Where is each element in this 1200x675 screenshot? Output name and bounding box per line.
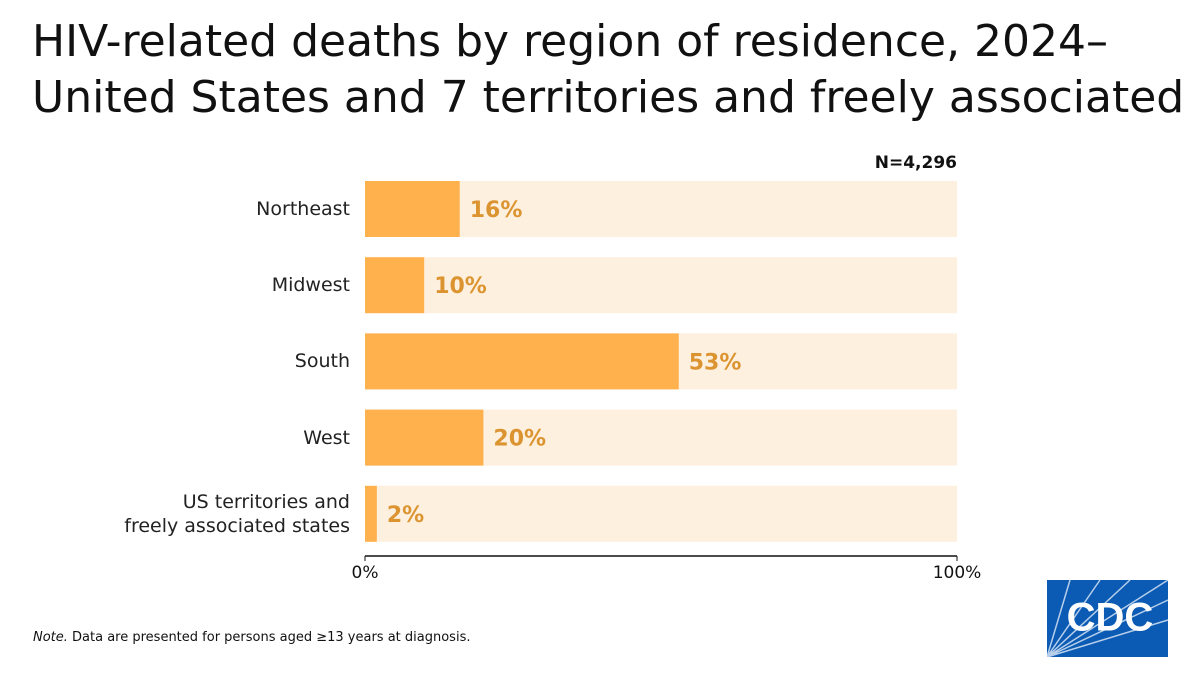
- x-tick-label: 100%: [933, 563, 982, 583]
- cdc-logo: CDC: [1046, 579, 1169, 658]
- bar: [365, 257, 425, 314]
- value-label: 20%: [493, 427, 546, 452]
- value-label: 2%: [387, 503, 424, 528]
- bar: [365, 485, 377, 542]
- value-label: 10%: [434, 274, 487, 299]
- note: Note. Data are presented for persons age…: [33, 630, 470, 645]
- bar-track: [365, 485, 957, 542]
- category-label: US territories and freely associated sta…: [124, 490, 350, 537]
- category-label: West: [303, 426, 350, 449]
- logo-text: CDC: [1067, 596, 1154, 640]
- bar: [365, 333, 679, 390]
- logo-rays: [1046, 579, 1169, 658]
- category-label: South: [294, 350, 350, 373]
- note-text: Data are presented for persons aged ≥13 …: [67, 630, 471, 645]
- x-tick-label: 0%: [352, 563, 379, 583]
- bar-track: [365, 181, 957, 237]
- note-lead: Note.: [33, 630, 68, 645]
- category-label: Midwest: [271, 274, 350, 297]
- chart-title: HIV-related deaths by region of residenc…: [32, 16, 1185, 123]
- bar: [365, 409, 484, 466]
- bar: [365, 181, 460, 237]
- bar-track: [365, 257, 957, 314]
- n-annotation: N=4,296: [875, 153, 957, 173]
- category-label: Northeast: [256, 198, 350, 220]
- value-label: 16%: [470, 198, 523, 223]
- value-label: 53%: [689, 350, 742, 375]
